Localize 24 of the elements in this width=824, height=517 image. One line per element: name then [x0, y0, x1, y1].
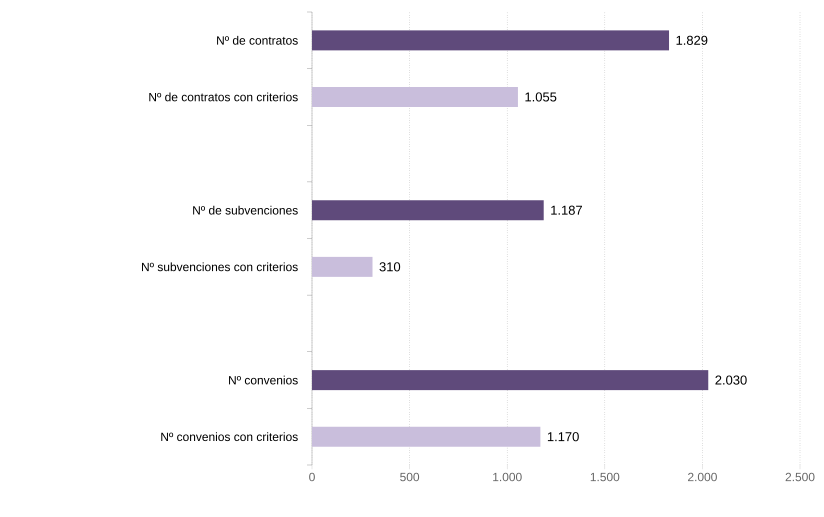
y-tick-label: Nº de contratos — [217, 36, 298, 45]
bar — [312, 370, 708, 390]
bar — [312, 86, 518, 107]
x-tick-label: 500 — [400, 472, 420, 482]
bar — [312, 426, 540, 447]
x-tick-label: 0 — [309, 472, 315, 482]
data-label: 1.055 — [525, 92, 556, 102]
bar — [312, 30, 670, 50]
data-label: 2.030 — [715, 375, 747, 385]
data-label: 310 — [380, 262, 400, 272]
x-tick-label: 1.500 — [590, 472, 620, 482]
data-label: 1.187 — [551, 206, 582, 215]
data-label: 1.829 — [676, 36, 708, 45]
y-tick-label: Nº de contratos con criterios — [149, 92, 298, 102]
bar — [312, 200, 544, 220]
x-tick-label: 2.000 — [688, 472, 717, 482]
y-tick-label: Nº de subvenciones — [193, 206, 298, 215]
x-tick-label: 1.000 — [493, 472, 522, 482]
y-tick-label: Nº subvenciones con criterios — [142, 262, 298, 272]
data-label: 1.170 — [548, 432, 579, 442]
y-tick-label: Nº convenios — [229, 376, 298, 384]
y-tick-label: Nº convenios con criterios — [161, 432, 298, 442]
x-tick-label: 2.500 — [786, 472, 814, 482]
bar — [312, 256, 373, 277]
